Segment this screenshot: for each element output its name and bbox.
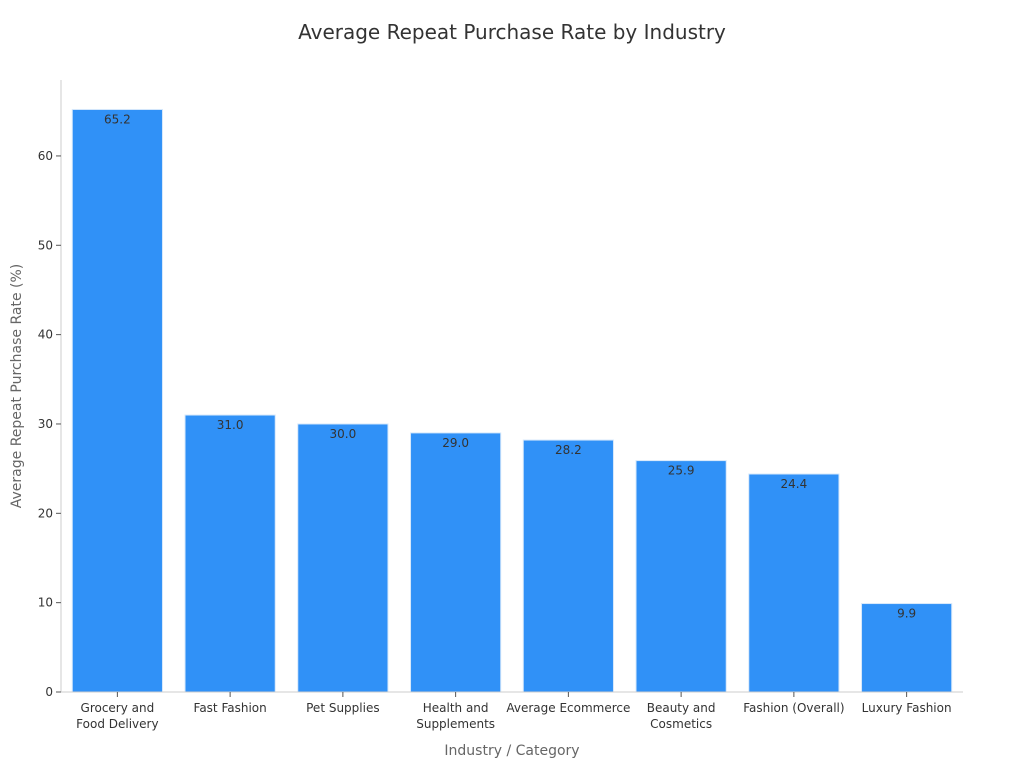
y-axis-ticks: 0 10 20 30 40 50 60 bbox=[38, 149, 61, 699]
y-tick-label: 10 bbox=[38, 596, 53, 610]
bar bbox=[297, 423, 389, 693]
bars-group bbox=[71, 108, 953, 693]
bar-value-label: 24.4 bbox=[781, 477, 808, 491]
bar bbox=[184, 414, 276, 693]
y-tick-label: 50 bbox=[38, 238, 53, 252]
x-tick-label: Beauty and Cosmetics bbox=[647, 701, 716, 731]
bar bbox=[410, 432, 502, 693]
bar-value-label: 9.9 bbox=[897, 607, 916, 621]
x-tick-label: Luxury Fashion bbox=[862, 701, 952, 715]
y-tick-label: 40 bbox=[38, 328, 53, 342]
bar-value-label: 30.0 bbox=[330, 427, 357, 441]
x-axis-label: Industry / Category bbox=[444, 743, 579, 759]
bar bbox=[748, 473, 840, 693]
bar-value-label: 28.2 bbox=[555, 443, 582, 457]
y-tick-label: 60 bbox=[38, 149, 53, 163]
bar-value-labels: 65.2 31.0 30.0 29.0 28.2 25.9 24.4 9.9 bbox=[104, 112, 916, 620]
bar bbox=[861, 603, 953, 693]
y-tick-label: 20 bbox=[38, 506, 53, 520]
bar-value-label: 31.0 bbox=[217, 418, 244, 432]
bar bbox=[71, 108, 163, 693]
x-tick-label: Fast Fashion bbox=[194, 701, 267, 715]
y-tick-label: 30 bbox=[38, 417, 53, 431]
x-tick-label: Fashion (Overall) bbox=[743, 701, 844, 715]
y-axis-label: Average Repeat Purchase Rate (%) bbox=[9, 264, 25, 508]
x-tick-label: Grocery and Food Delivery bbox=[76, 701, 158, 731]
bar-value-label: 65.2 bbox=[104, 112, 131, 126]
y-tick-label: 0 bbox=[45, 685, 53, 699]
x-tick-label: Average Ecommerce bbox=[506, 701, 630, 715]
x-tick-label: Health and Supplements bbox=[416, 701, 495, 731]
bar-value-label: 29.0 bbox=[442, 436, 469, 450]
x-axis-ticks: Grocery and Food Delivery Fast Fashion Pet … bbox=[76, 692, 952, 731]
x-tick-label: Pet Supplies bbox=[306, 701, 379, 715]
bar bbox=[635, 460, 727, 693]
bar bbox=[522, 439, 614, 693]
bar-value-label: 25.9 bbox=[668, 464, 695, 478]
chart-title: Average Repeat Purchase Rate by Industry bbox=[298, 20, 726, 44]
